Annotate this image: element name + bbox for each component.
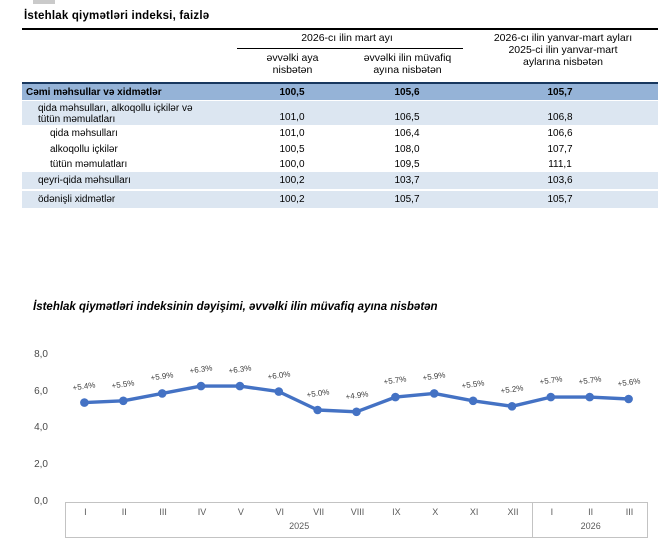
row-value: 100,5 (279, 143, 305, 155)
column-group-underline (237, 48, 463, 49)
y-axis-tick: 2,0 (34, 459, 48, 471)
table-subheader-previous-month: əvvəlki aya nisbətən (266, 52, 319, 76)
table-row: Cəmi məhsullar və xidmətlər 100,5 105,6 105… (22, 84, 658, 100)
x-axis-month-label: I (550, 507, 554, 517)
year-group-divider (532, 503, 534, 537)
row-value: 106,8 (547, 112, 573, 123)
data-point-marker (274, 387, 284, 396)
data-point-marker (585, 392, 594, 402)
table-top-border (22, 82, 658, 84)
row-value: 111,1 (548, 159, 572, 170)
row-label: qida məhsulları (50, 127, 118, 139)
x-axis-month-label: XII (507, 507, 519, 517)
row-value: 109,5 (394, 159, 420, 170)
table-row: qida məhsulları 101,0 106,4 106,6 (22, 125, 658, 141)
data-point-marker (157, 389, 167, 398)
table-row: ödənişli xidmətlər 100,2 105,7 105,7 (22, 191, 658, 208)
data-point-marker (313, 405, 322, 415)
row-value: 103,6 (547, 175, 573, 186)
data-point-marker (624, 394, 633, 404)
data-point-marker (429, 389, 439, 398)
clipped-text-artifact (33, 0, 55, 4)
x-axis-month-label: II (121, 507, 127, 517)
data-point-marker (546, 392, 556, 402)
row-label: ödənişli xidmətlər (38, 194, 116, 205)
table-row: alkoqollu içkilər 100,5 108,0 107,7 (22, 141, 658, 157)
y-axis-tick: 6,0 (34, 385, 48, 397)
data-point-marker (119, 396, 128, 406)
row-label: alkoqollu içkilər (50, 143, 118, 155)
x-axis-month-label: VII (313, 507, 325, 517)
data-point-marker (468, 396, 478, 406)
cpi-table: Cəmi məhsullar və xidmətlər 100,5 105,6 105… (22, 84, 658, 208)
row-label: qeyri-qida məhsulları (38, 175, 131, 186)
row-value: 103,7 (394, 175, 420, 186)
data-point-marker (352, 407, 361, 417)
row-value: 105,7 (547, 86, 573, 98)
y-axis-tick: 0,0 (34, 496, 48, 507)
x-axis-month-label: VI (275, 507, 285, 517)
data-point-marker (507, 402, 517, 411)
row-value: 106,4 (394, 127, 420, 139)
x-axis-month-label: VIII (350, 507, 365, 517)
x-axis-year-label: 2026 (580, 521, 601, 531)
line-series (80, 381, 633, 417)
table-row: tütün məmulatları 100,0 109,5 111,1 (22, 157, 658, 172)
data-point-marker (235, 381, 245, 391)
row-value: 100,5 (279, 86, 305, 98)
chart-title: İstehlak qiymətləri indeksinin dəyişimi,… (33, 301, 438, 313)
row-value: 105,7 (394, 194, 420, 205)
row-value: 105,7 (547, 194, 573, 205)
table-column-group-header: 2026-cı ilin mart ayı (301, 32, 393, 44)
x-axis-year-label: 2025 (289, 521, 310, 531)
x-axis-month-label: IX (392, 507, 401, 517)
x-axis-month-label: III (159, 507, 167, 517)
row-value: 101,0 (279, 112, 305, 123)
table-subheader-previous-year-month: əvvəlki ilin müvafiq ayına nisbətən (363, 52, 452, 76)
row-value: 107,7 (547, 143, 573, 155)
y-axis-tick: 8,0 (34, 348, 48, 360)
title-underline (22, 28, 658, 30)
row-value: 108,0 (394, 143, 420, 155)
table-row: qida məhsulları, alkoqollu içkilər və tü… (22, 101, 658, 125)
table-header-jan-mar: 2026-cı ilin yanvar-mart ayları 2025-ci … (493, 32, 633, 68)
row-value: 106,6 (547, 127, 573, 139)
x-axis-month-label: I (84, 507, 87, 517)
page-title: İstehlak qiymətləri indeksi, faizlə (24, 10, 210, 22)
row-value: 101,0 (279, 127, 305, 139)
row-label: qida məhsulları, alkoqollu içkilər və tü… (38, 103, 193, 125)
x-axis-month-label: II (588, 507, 594, 517)
x-axis-month-label: III (625, 507, 634, 517)
row-label: tütün məmulatları (50, 159, 128, 170)
x-axis-month-label: IV (197, 507, 207, 517)
table-row: qeyri-qida məhsulları 100,2 103,7 103,6 (22, 172, 658, 189)
row-value: 105,6 (394, 86, 420, 98)
x-axis-month-label: V (237, 507, 244, 517)
data-point-marker (80, 398, 89, 407)
x-axis-month-label: X (432, 507, 439, 517)
row-value: 100,2 (279, 194, 305, 205)
x-axis-month-label: XI (469, 507, 479, 517)
data-point-marker (196, 381, 206, 391)
row-value: 106,5 (394, 112, 420, 123)
row-value: 100,0 (279, 159, 305, 170)
data-point-marker (391, 392, 400, 402)
row-label: Cəmi məhsullar və xidmətlər (26, 86, 162, 98)
y-axis-tick: 4,0 (34, 422, 48, 434)
row-value: 100,2 (279, 175, 305, 186)
x-axis-box: I II III IV V VI VII VIII IX X XI XII I II III 2025 2026 (65, 502, 648, 538)
